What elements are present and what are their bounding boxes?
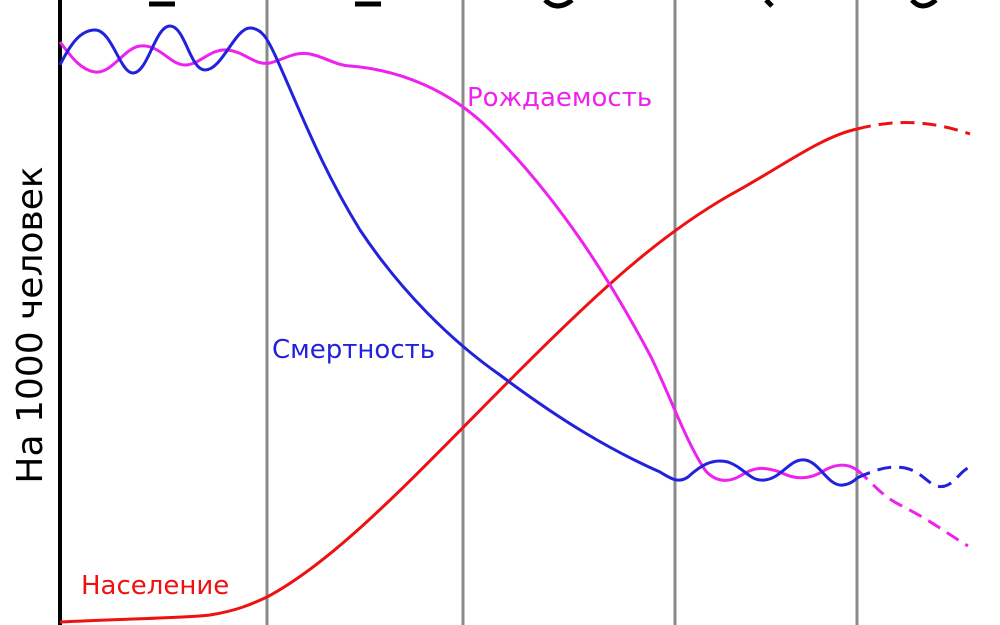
birth-rate-label: Рождаемость	[467, 83, 652, 113]
death-rate-curve	[58, 24, 859, 487]
population-projection	[856, 121, 971, 136]
stage-dividers	[265, 0, 859, 625]
y-axis-label: На 1000 человек	[10, 166, 51, 483]
population-label: Население	[81, 571, 229, 601]
death-rate-projection	[856, 465, 969, 489]
stage-number-fragments	[149, 0, 938, 9]
population-curve	[59, 127, 858, 624]
stage-5-numeral-fragment	[910, 0, 938, 9]
death-rate-label: Смертность	[272, 335, 435, 365]
stage-4-numeral-fragment	[764, 0, 774, 8]
stage-3-numeral-fragment	[543, 0, 574, 9]
birth-rate-projection	[856, 468, 969, 548]
birth-rate-curve	[58, 41, 858, 482]
